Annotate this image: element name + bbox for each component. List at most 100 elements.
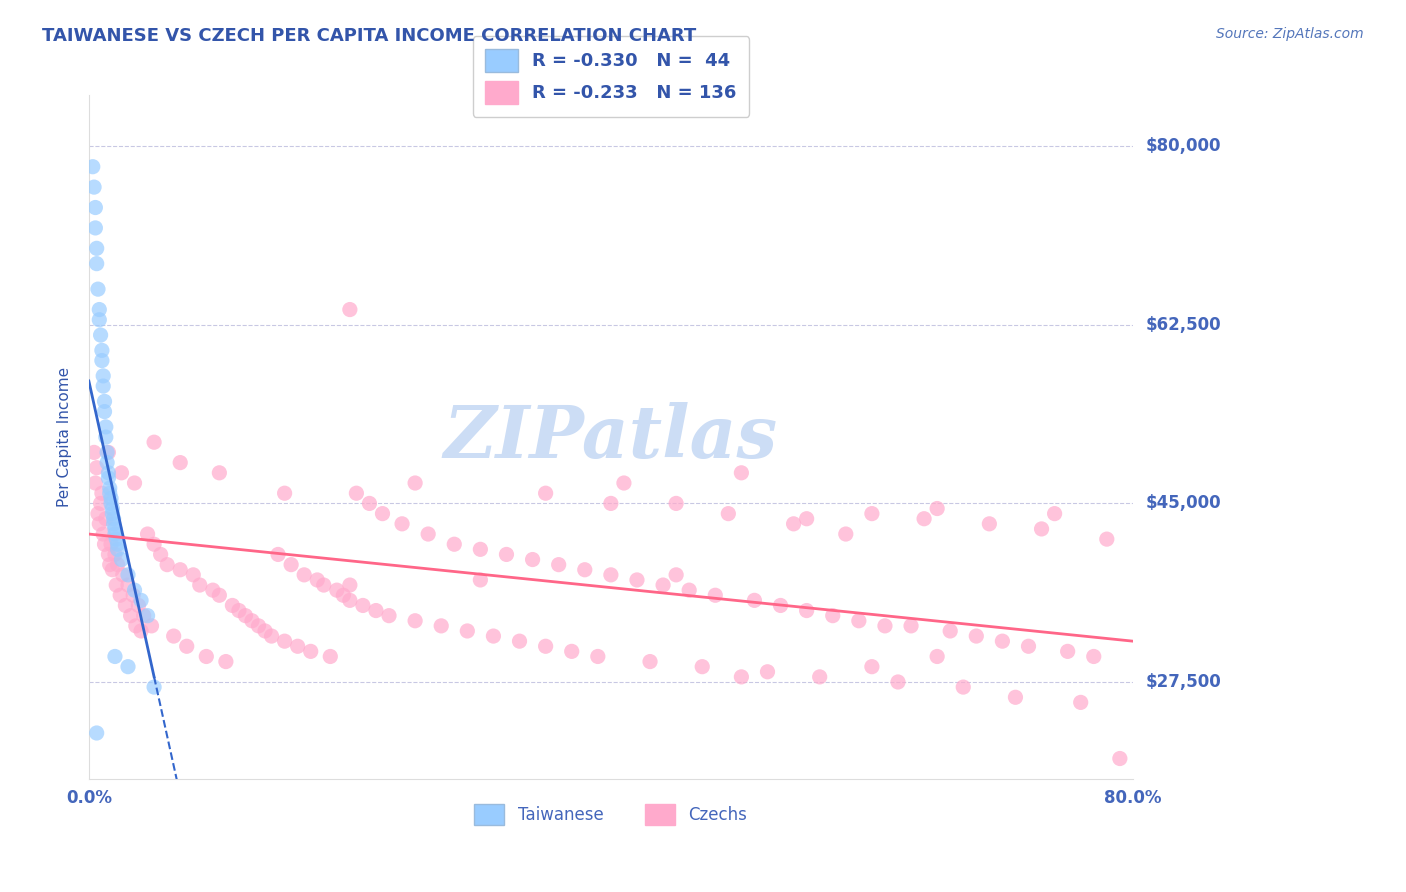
- Point: [690, 659, 713, 673]
- Point: [91, 368, 114, 383]
- Point: [107, 558, 129, 572]
- Point: [125, 619, 148, 633]
- Point: [104, 522, 127, 536]
- Point: [756, 665, 779, 679]
- Point: [665, 496, 688, 510]
- Point: [443, 537, 465, 551]
- Point: [143, 537, 166, 551]
- Point: [352, 599, 374, 613]
- Point: [117, 659, 139, 673]
- Point: [101, 563, 124, 577]
- Point: [626, 573, 648, 587]
- Point: [730, 670, 752, 684]
- Point: [927, 649, 949, 664]
- Point: [561, 644, 583, 658]
- Point: [391, 516, 413, 531]
- Point: [939, 624, 962, 638]
- Point: [98, 481, 121, 495]
- Point: [100, 496, 122, 510]
- Point: [117, 567, 139, 582]
- Point: [470, 573, 492, 587]
- Point: [534, 486, 557, 500]
- Point: [599, 496, 621, 510]
- Point: [991, 634, 1014, 648]
- Point: [129, 624, 152, 638]
- Point: [1018, 640, 1040, 654]
- Point: [156, 558, 179, 572]
- Point: [169, 563, 191, 577]
- Y-axis label: Per Capita Income: Per Capita Income: [58, 367, 72, 508]
- Point: [247, 619, 270, 633]
- Point: [470, 542, 492, 557]
- Point: [221, 599, 243, 613]
- Point: [796, 603, 818, 617]
- Point: [292, 567, 315, 582]
- Point: [574, 563, 596, 577]
- Point: [90, 496, 112, 510]
- Point: [332, 588, 354, 602]
- Point: [117, 578, 139, 592]
- Point: [86, 241, 108, 255]
- Point: [522, 552, 544, 566]
- Point: [114, 599, 136, 613]
- Point: [344, 486, 367, 500]
- Point: [181, 567, 204, 582]
- Point: [120, 608, 142, 623]
- Point: [678, 583, 700, 598]
- Point: [96, 456, 118, 470]
- Point: [1004, 690, 1026, 705]
- Point: [808, 670, 831, 684]
- Point: [887, 675, 910, 690]
- Point: [107, 537, 129, 551]
- Point: [176, 640, 198, 654]
- Point: [717, 507, 740, 521]
- Point: [586, 649, 609, 664]
- Point: [1056, 644, 1078, 658]
- Point: [821, 608, 844, 623]
- Point: [93, 404, 115, 418]
- Point: [110, 552, 132, 566]
- Point: [90, 328, 112, 343]
- Point: [273, 634, 295, 648]
- Point: [326, 583, 349, 598]
- Point: [782, 516, 804, 531]
- Point: [339, 593, 361, 607]
- Point: [89, 516, 111, 531]
- Point: [163, 629, 186, 643]
- Point: [254, 624, 277, 638]
- Point: [96, 445, 118, 459]
- Point: [979, 516, 1001, 531]
- Point: [299, 644, 322, 658]
- Point: [378, 608, 401, 623]
- Point: [312, 578, 335, 592]
- Point: [215, 655, 238, 669]
- Point: [104, 527, 127, 541]
- Text: TAIWANESE VS CZECH PER CAPITA INCOME CORRELATION CHART: TAIWANESE VS CZECH PER CAPITA INCOME COR…: [42, 27, 696, 45]
- Point: [965, 629, 987, 643]
- Point: [98, 486, 121, 500]
- Point: [359, 496, 381, 510]
- Point: [404, 475, 426, 490]
- Point: [111, 567, 134, 582]
- Text: Source: ZipAtlas.com: Source: ZipAtlas.com: [1216, 27, 1364, 41]
- Point: [195, 649, 218, 664]
- Point: [107, 542, 129, 557]
- Point: [86, 257, 108, 271]
- Point: [927, 501, 949, 516]
- Point: [1043, 507, 1066, 521]
- Point: [94, 420, 117, 434]
- Point: [267, 548, 290, 562]
- Point: [89, 302, 111, 317]
- Point: [97, 471, 120, 485]
- Point: [339, 302, 361, 317]
- Point: [201, 583, 224, 598]
- Point: [1108, 751, 1130, 765]
- Text: $45,000: $45,000: [1146, 494, 1222, 512]
- Point: [108, 588, 131, 602]
- Point: [90, 343, 112, 358]
- Point: [132, 608, 155, 623]
- Point: [228, 603, 250, 617]
- Point: [104, 548, 127, 562]
- Point: [143, 680, 166, 694]
- Point: [1083, 649, 1105, 664]
